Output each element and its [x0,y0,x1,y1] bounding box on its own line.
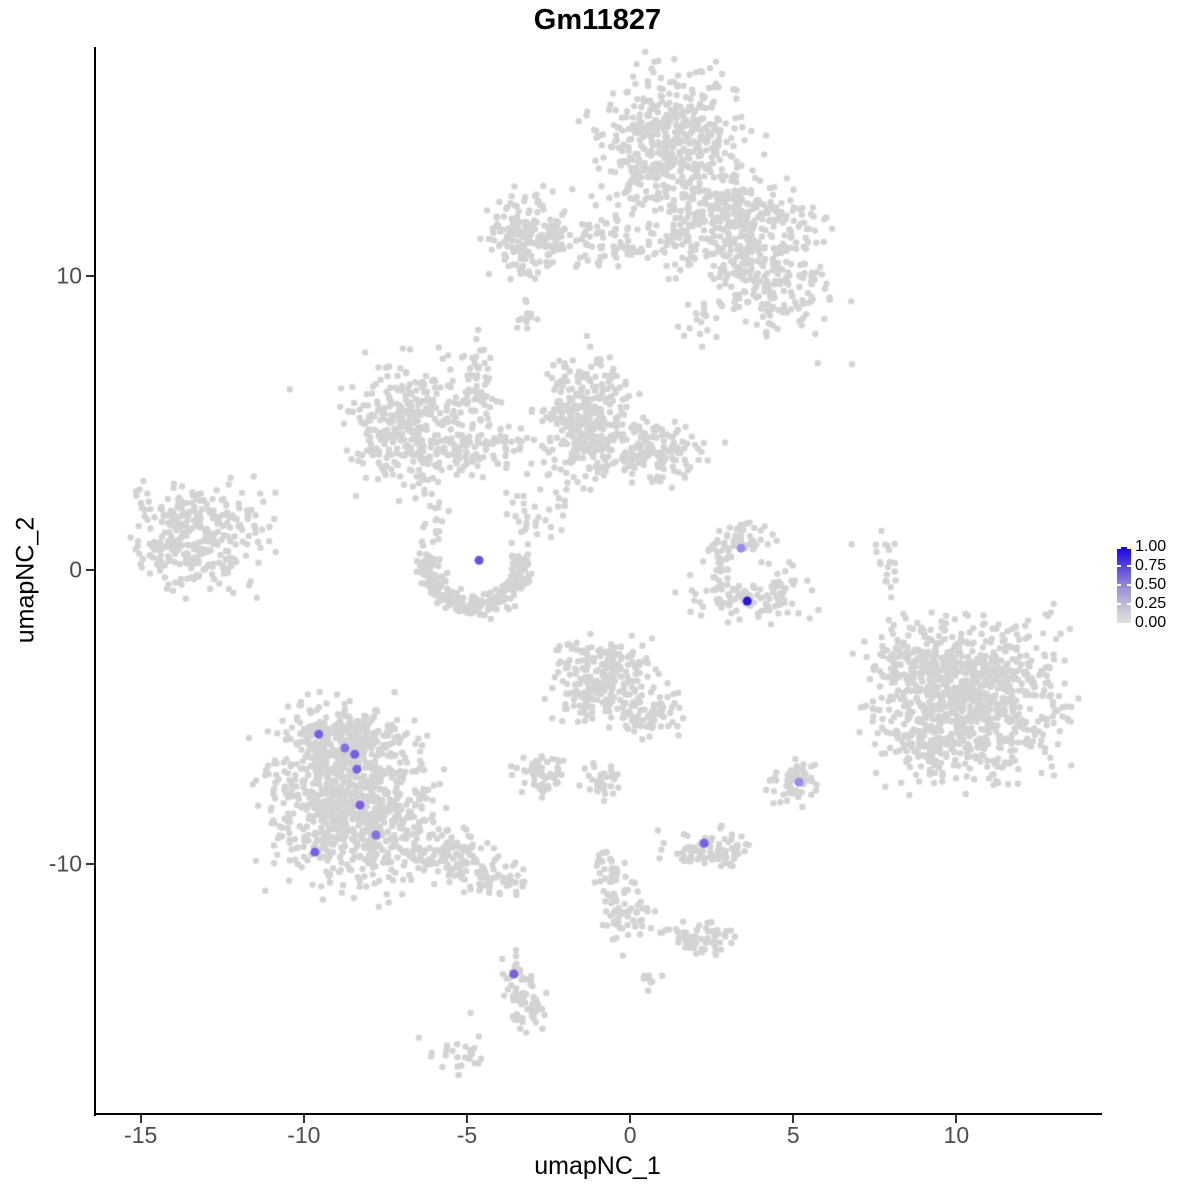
legend-label: 0.75 [1135,557,1167,574]
y-tick-label: -10 [48,850,82,877]
x-tick-label: 0 [623,1122,637,1148]
legend-label: 0.00 [1135,614,1167,631]
x-tick-label: 5 [786,1122,800,1148]
legend-label: 0.25 [1135,595,1167,612]
x-tick-mark [139,1115,142,1123]
legend-tick-mark [1117,565,1121,567]
y-tick-mark [86,275,94,278]
y-tick-mark [86,569,94,572]
legend-tick-mark [1117,547,1121,549]
x-tick-label: -5 [456,1122,478,1148]
legend-tick-mark [1127,584,1131,586]
y-tick-mark [86,863,94,866]
x-tick-mark [955,1115,958,1123]
x-tick-mark [302,1115,305,1123]
legend-tick-mark [1117,584,1121,586]
legend-tick-mark [1127,547,1131,549]
legend-label: 0.50 [1135,576,1167,593]
y-tick-label: 10 [56,262,82,289]
x-tick-mark [792,1115,795,1123]
x-tick-label: -15 [124,1122,158,1148]
legend-gradient-bar [1117,547,1131,623]
x-tick-label: -10 [287,1122,321,1148]
y-tick-label: 0 [69,556,82,583]
plot-title: Gm11827 [533,4,662,36]
x-axis-line [94,1113,1102,1115]
legend-tick-mark [1127,565,1131,567]
x-tick-label: 10 [943,1122,970,1148]
legend-tick-mark [1127,603,1131,605]
x-tick-mark [629,1115,632,1123]
x-tick-mark [465,1115,468,1123]
legend-label: 1.00 [1135,538,1167,555]
legend-tick-mark [1117,603,1121,605]
y-axis-line [94,47,96,1116]
x-axis-label: umapNC_1 [534,1152,661,1180]
y-axis-label: umapNC_2 [11,516,40,644]
